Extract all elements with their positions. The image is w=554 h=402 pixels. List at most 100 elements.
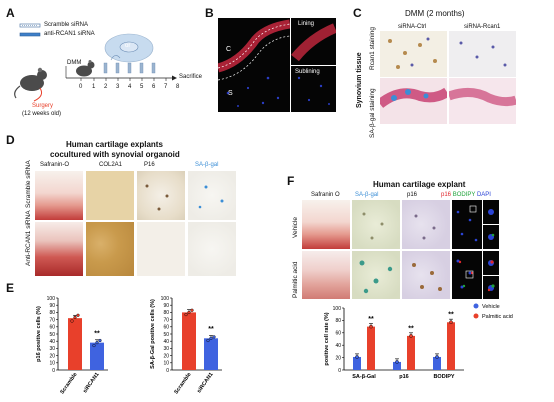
synovium-label: S bbox=[228, 90, 233, 97]
significance-label: ** bbox=[94, 330, 100, 337]
y-tick-label: 0 bbox=[52, 368, 55, 374]
col-anti-image bbox=[86, 222, 134, 276]
fluor-p16-label: p16 bbox=[441, 192, 452, 198]
y-tick-label: 100 bbox=[333, 306, 342, 312]
sublining-image bbox=[291, 66, 336, 112]
y-tick-label: 60 bbox=[49, 325, 55, 331]
sacrifice-label: Sacrifice bbox=[179, 74, 203, 80]
x-tick-label: siRCAN1 bbox=[196, 372, 214, 395]
data-point bbox=[92, 343, 96, 348]
p16-vehicle-image bbox=[402, 200, 450, 249]
sab-palmitic-image bbox=[352, 251, 400, 299]
y-tick-label: 50 bbox=[49, 332, 55, 338]
col-siRNA-ctrl: siRNA-Ctrl bbox=[398, 24, 427, 30]
col-scramble-image bbox=[86, 171, 134, 220]
data-point bbox=[395, 360, 399, 364]
cartilage-label: C bbox=[226, 46, 232, 53]
dmm-label: DMM bbox=[67, 60, 82, 66]
day-label: 6 bbox=[152, 84, 156, 90]
sa-bgal-staining-label: SA-β-gal staining bbox=[369, 88, 376, 138]
saf-scramble-image bbox=[35, 171, 83, 220]
data-point bbox=[73, 315, 77, 320]
fluor-palmitic-zoom1 bbox=[483, 251, 499, 275]
significance-label: ** bbox=[448, 312, 454, 319]
data-point bbox=[209, 336, 213, 340]
day-label: 5 bbox=[140, 84, 144, 90]
row-anti-rcan1-label: Anti-RCAN1 siRNA bbox=[25, 210, 32, 266]
p16-scramble-image bbox=[137, 171, 185, 220]
bar bbox=[407, 335, 415, 370]
x-tick-label: siRCAN1 bbox=[82, 372, 100, 395]
col-col2a1: COL2A1 bbox=[99, 162, 123, 168]
fluor-dapi-label: DAPI bbox=[476, 192, 491, 198]
y-tick-label: 20 bbox=[163, 353, 169, 359]
sabgal-ctrl-image bbox=[380, 78, 447, 124]
saf-anti-image bbox=[35, 222, 83, 276]
day-label: 7 bbox=[164, 84, 168, 90]
fluor-palmitic-zoom2 bbox=[483, 276, 499, 299]
panel-d-title1: Human cartilage explants bbox=[66, 140, 163, 149]
mouse-icon-2 bbox=[76, 60, 95, 77]
col-safranin-o: Safranin O bbox=[311, 192, 340, 198]
sab-scramble-image bbox=[188, 171, 236, 220]
mouse-icon bbox=[14, 67, 47, 99]
sabgal-sirna-image bbox=[449, 78, 516, 124]
day-label: 0 bbox=[79, 84, 83, 90]
p16-palmitic-image bbox=[402, 251, 450, 299]
saf-palmitic-image bbox=[302, 251, 350, 299]
row-vehicle-label: Vehicle bbox=[292, 217, 299, 238]
data-point bbox=[435, 355, 439, 359]
anti-syringe-icon bbox=[19, 32, 41, 37]
fluor-vehicle-zoom2 bbox=[483, 225, 499, 249]
day-label: 2 bbox=[104, 84, 108, 90]
scramble-syringe-icon bbox=[19, 23, 41, 28]
y-tick-label: 80 bbox=[163, 310, 169, 316]
p16-anti-image bbox=[137, 222, 185, 276]
day-label: 8 bbox=[176, 84, 180, 90]
lining-image bbox=[291, 18, 336, 65]
y-tick-label: 80 bbox=[335, 318, 341, 324]
data-point bbox=[98, 338, 102, 343]
panel-d-title2: cocultured with synovial organoid bbox=[50, 150, 180, 159]
sublining-label: Sublining bbox=[295, 69, 320, 75]
legend-scramble-label: Scramble siRNA bbox=[44, 22, 89, 28]
col-p16: P16 bbox=[144, 162, 155, 168]
panel-c-title: DMM (2 months) bbox=[405, 9, 465, 18]
y-tick-label: 0 bbox=[166, 368, 169, 374]
bar bbox=[353, 356, 361, 370]
data-point bbox=[190, 308, 194, 312]
panel-label-b: B bbox=[205, 6, 214, 20]
fluorescence-main-image bbox=[218, 18, 290, 112]
x-tick-label: SA-β-Gal bbox=[352, 374, 376, 380]
panel-label-e: E bbox=[6, 281, 15, 295]
fluor-vehicle-image bbox=[452, 200, 482, 249]
sab-anti-image bbox=[188, 222, 236, 276]
data-point bbox=[369, 324, 373, 329]
x-tick-label: BODIPY bbox=[433, 374, 454, 380]
fluor-palmitic-image bbox=[452, 251, 482, 299]
legend-anti-label: anti-RCAN1 siRNA bbox=[44, 31, 95, 37]
y-tick-label: 70 bbox=[49, 317, 55, 323]
y-tick-label: 90 bbox=[49, 303, 55, 309]
panel-label-a: A bbox=[6, 6, 15, 20]
data-point bbox=[355, 355, 359, 359]
col-sa-bgal: SA-β-gal bbox=[355, 192, 379, 198]
panel-a-schematic bbox=[0, 0, 200, 125]
fluor-vehicle-zoom1 bbox=[483, 200, 499, 224]
fluor-bodipy-label: BODIPY bbox=[452, 192, 476, 198]
y-tick-label: 80 bbox=[49, 310, 55, 316]
panel-label-c: C bbox=[353, 6, 362, 20]
y-axis-label: p16 positive cells (%) bbox=[36, 306, 42, 362]
day-label: 4 bbox=[128, 84, 132, 90]
bar bbox=[204, 338, 218, 370]
bar bbox=[447, 322, 455, 370]
data-point bbox=[184, 312, 188, 317]
row-palmitic-label: Palmitic acid bbox=[292, 261, 299, 298]
bar bbox=[182, 312, 196, 370]
rcan1-sirna-image bbox=[449, 31, 516, 77]
data-point bbox=[76, 313, 80, 317]
data-point bbox=[212, 335, 216, 339]
data-point bbox=[95, 341, 99, 345]
